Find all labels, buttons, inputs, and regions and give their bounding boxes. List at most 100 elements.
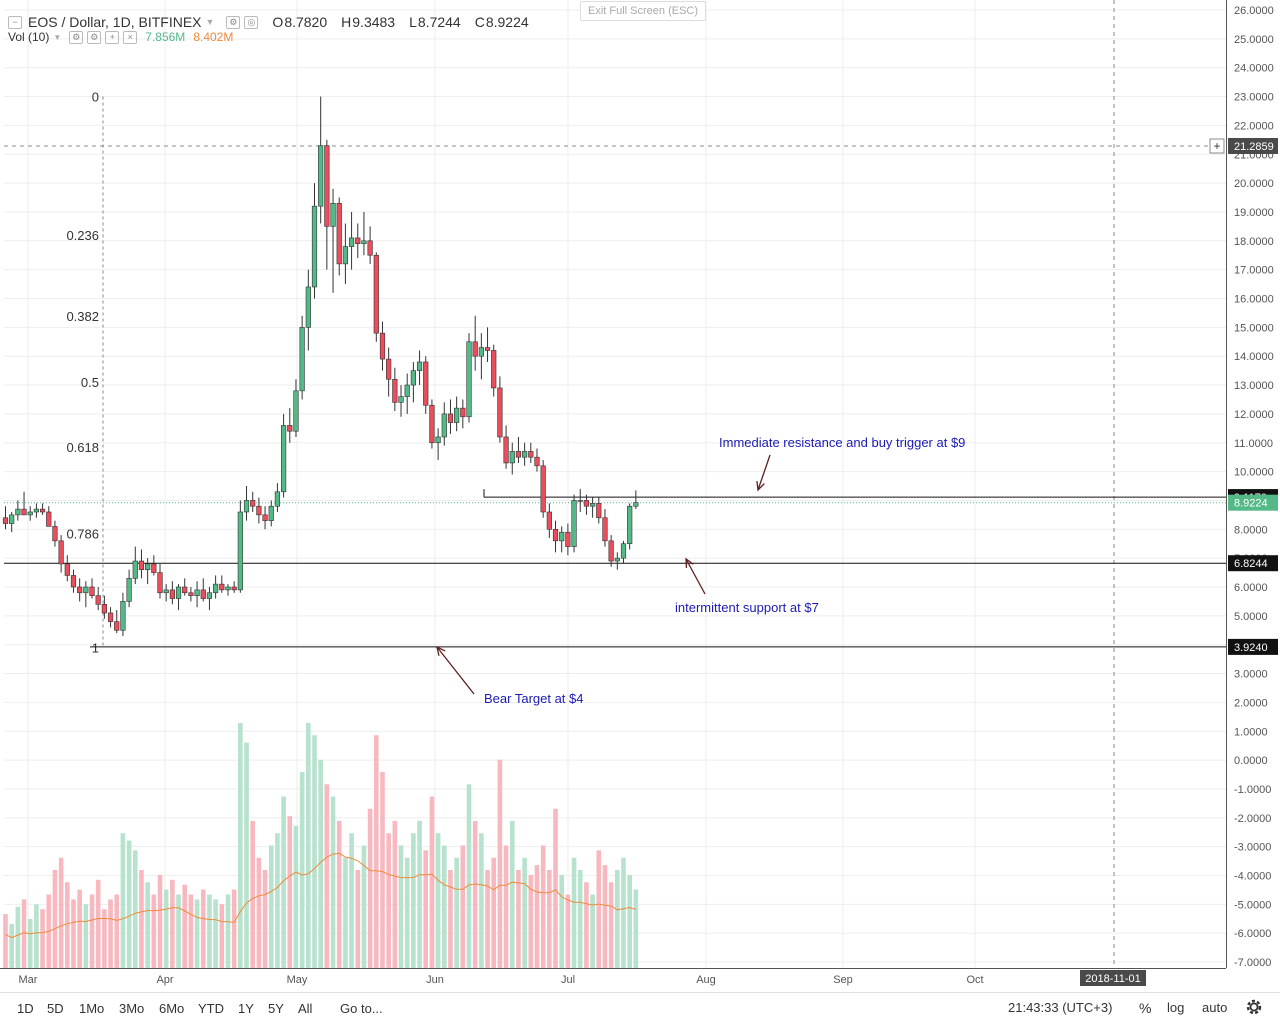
y-tick-label: -6.0000: [1234, 928, 1271, 940]
fib-level-label: 0: [92, 90, 99, 105]
candle-body: [151, 563, 157, 573]
x-tick-label: Apr: [156, 974, 173, 986]
y-tick-label: 24.0000: [1234, 63, 1274, 75]
volume-bar: [386, 833, 391, 968]
range-ytd-button[interactable]: YTD: [198, 1001, 224, 1016]
volume-bar: [268, 845, 274, 968]
candle-body: [379, 332, 386, 360]
candle-body: [250, 500, 256, 507]
chart-legend: − EOS / Dollar, 1D, BITFINEX ▼ ⚙ ◎ O8.78…: [0, 0, 760, 44]
volume-bar: [577, 870, 583, 968]
volume-bar: [485, 870, 490, 968]
volume-bar: [83, 904, 89, 968]
volume-bar: [479, 833, 484, 968]
settings-icon[interactable]: ⚙: [226, 15, 241, 29]
volume-label[interactable]: Vol (10): [8, 30, 50, 44]
volume-dropdown-icon[interactable]: ▼: [53, 32, 62, 42]
vol-settings-icon[interactable]: ⚙: [69, 30, 84, 44]
x-tick-label: Jul: [561, 974, 575, 986]
y-tick-label: 25.0000: [1234, 34, 1274, 46]
candle-body: [2, 517, 9, 524]
candle-body: [392, 378, 398, 403]
candle-body: [287, 425, 293, 432]
volume-bar: [157, 874, 163, 968]
candle-body: [9, 514, 15, 524]
y-tick-label: 0.0000: [1234, 755, 1268, 767]
y-tick-label: 16.0000: [1234, 294, 1274, 306]
goto-button[interactable]: Go to...: [340, 1001, 383, 1016]
volume-bar: [596, 850, 602, 968]
volume-bar: [633, 889, 639, 968]
volume-bar: [361, 845, 367, 968]
exit-fullscreen-button[interactable]: Exit Full Screen (ESC): [580, 1, 706, 21]
volume-value: 7.856M: [145, 30, 186, 44]
vol-add-icon[interactable]: +: [105, 30, 120, 44]
candle-body: [243, 500, 250, 513]
range-all-button[interactable]: All: [298, 1001, 313, 1016]
vol-close-icon[interactable]: ×: [123, 30, 138, 44]
hide-icon[interactable]: ◎: [244, 15, 259, 29]
candle-body: [21, 508, 27, 516]
candle-body: [373, 254, 379, 334]
symbol-title[interactable]: EOS / Dollar, 1D, BITFINEX: [28, 14, 202, 30]
log-toggle[interactable]: log: [1167, 1000, 1185, 1015]
candle-body: [627, 505, 633, 545]
candle-body: [565, 531, 571, 547]
collapse-icon[interactable]: −: [8, 15, 22, 29]
volume-bar: [367, 808, 373, 968]
candle-body: [522, 451, 528, 458]
range-1mo-button[interactable]: 1Mo: [79, 1001, 105, 1016]
volume-bar: [71, 899, 76, 968]
fib-level-label: 0.786: [66, 527, 99, 542]
volume-bar: [200, 889, 206, 968]
volume-bar: [540, 845, 546, 968]
volume-bar: [163, 889, 169, 968]
volume-bar: [516, 870, 521, 968]
candle-body: [145, 563, 151, 570]
candle-body: [64, 563, 70, 576]
candle-body: [478, 347, 484, 357]
candle-body: [46, 511, 52, 527]
range-6mo-button[interactable]: 6Mo: [159, 1001, 185, 1016]
annotation-resistance: Immediate resistance and buy trigger at …: [719, 435, 965, 450]
range-3mo-button[interactable]: 3Mo: [119, 1001, 145, 1016]
volume-bar: [509, 821, 515, 968]
candle-body: [83, 586, 89, 594]
candle-body: [231, 586, 237, 591]
candle-body: [491, 350, 497, 389]
candle-body: [293, 390, 299, 432]
candle-body: [361, 240, 367, 244]
candle-body: [410, 370, 416, 386]
volume-bar: [281, 796, 286, 968]
symbol-dropdown-icon[interactable]: ▼: [205, 17, 215, 27]
candle-body: [509, 451, 515, 464]
candle-body: [39, 508, 46, 513]
volume-bar: [417, 821, 422, 968]
volume-bar: [95, 879, 101, 968]
volume-bar: [584, 882, 589, 968]
candle-body: [559, 531, 565, 542]
candle-body: [305, 286, 311, 328]
candle-body: [280, 425, 287, 493]
auto-toggle[interactable]: auto: [1202, 1000, 1228, 1015]
annotation-support: intermittent support at $7: [675, 600, 819, 615]
price-chart[interactable]: 26.000025.000024.000023.000022.000021.00…: [0, 0, 1280, 992]
vol-gear-icon[interactable]: ⚙: [87, 30, 102, 44]
clock-timezone[interactable]: 21:43:33 (UTC+3): [1008, 1000, 1113, 1015]
volume-bar: [21, 899, 27, 968]
volume-bar: [27, 919, 33, 968]
range-5d-button[interactable]: 5D: [47, 1001, 64, 1016]
percent-toggle[interactable]: %: [1139, 1000, 1152, 1016]
range-1y-button[interactable]: 1Y: [238, 1001, 254, 1016]
range-1d-button[interactable]: 1D: [17, 1001, 34, 1016]
candle-body: [77, 586, 83, 594]
volume-bar: [411, 833, 416, 968]
gear-icon[interactable]: [1244, 997, 1264, 1017]
range-5y-button[interactable]: 5Y: [268, 1001, 284, 1016]
candle-body: [330, 202, 336, 227]
price-axis-label: 8.9224: [1234, 498, 1268, 510]
volume-bar: [330, 796, 336, 968]
volume-bar: [448, 870, 453, 968]
candle-body: [416, 361, 423, 371]
candle-body: [472, 341, 478, 357]
